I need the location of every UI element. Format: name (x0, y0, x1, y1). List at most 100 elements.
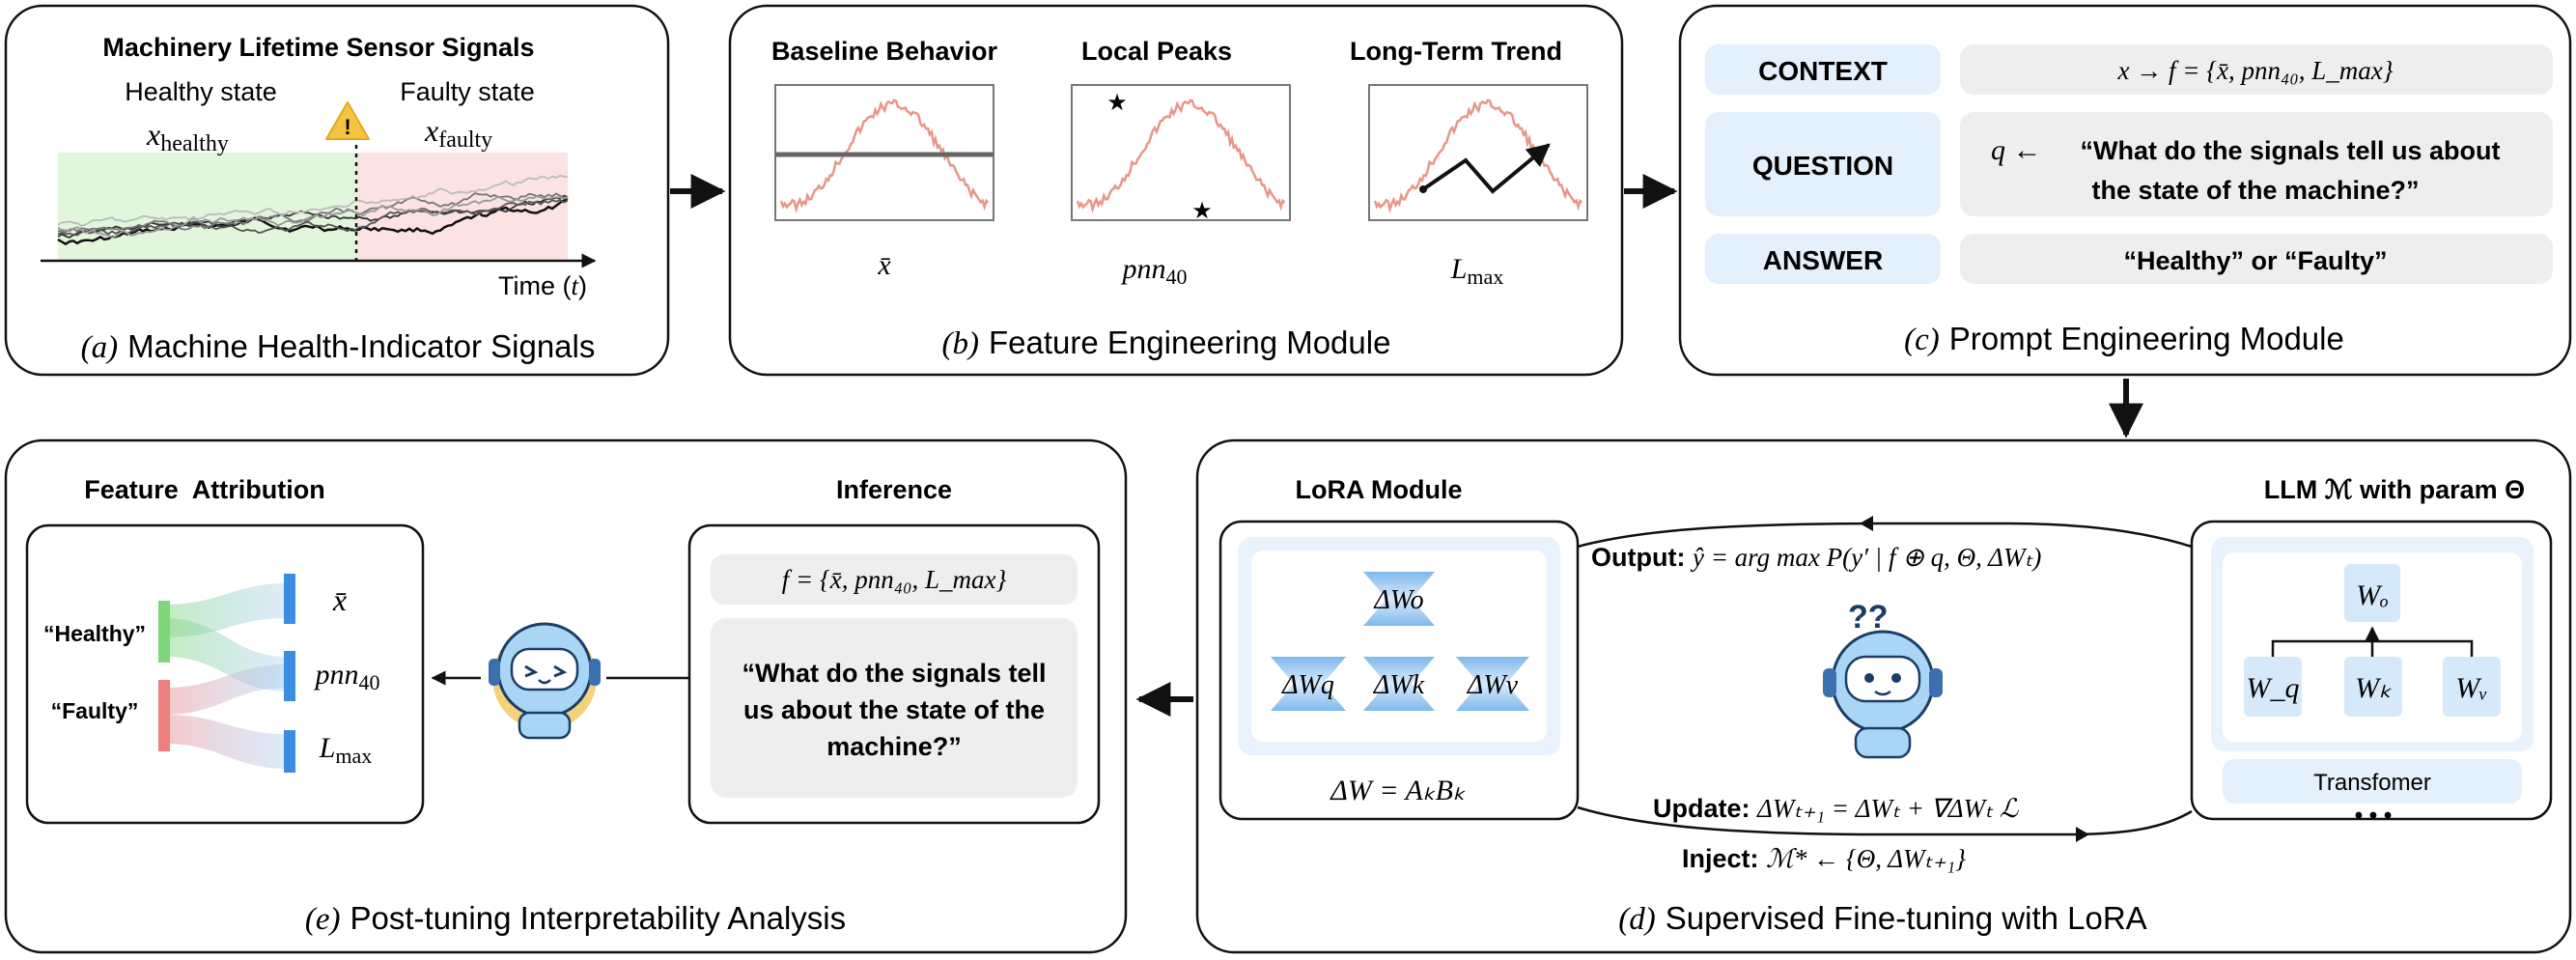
baseline-signal (779, 99, 990, 214)
w-k-label: Wₖ (2355, 672, 2392, 704)
question-var: q ← (1991, 134, 2042, 166)
answer-label: ANSWER (1763, 245, 1883, 275)
inference-question-line-1: “What do the signals tell (742, 659, 1046, 688)
peak-star-icon: ★ (1106, 90, 1128, 116)
answer-label-box (1705, 234, 1941, 284)
sensor-trace (57, 192, 569, 234)
pnn40-node-bar (284, 651, 295, 701)
faulty-node-bar (158, 680, 170, 751)
w-v-node (2443, 657, 2501, 717)
robot-happy-icon (489, 622, 601, 740)
faulty-state-label: Faulty state (400, 77, 535, 106)
transformer-label: Transfomer (2313, 770, 2431, 796)
question-label-box (1705, 112, 1941, 216)
question-box (711, 618, 1078, 798)
output-formula: Output: ŷ = arg max P(y′ | f ⊕ q, Θ, ΔWₜ… (1591, 543, 2041, 572)
trend-plot-frame (1368, 84, 1588, 221)
panel-c: CONTEXT x → f = {x̄, pnn₄₀, L_max} QUEST… (1678, 4, 2572, 377)
sensor-trace (57, 195, 569, 239)
context-content: x → f = {x̄, pnn₄₀, L_max} (2116, 56, 2393, 85)
sensor-trace (57, 197, 569, 246)
panel-a-caption: (a) Machine Health-Indicator Signals (81, 328, 596, 365)
peaks-signal (1076, 99, 1286, 214)
faulty-node-label: “Faulty” (51, 698, 139, 723)
feature-title-trend: Long-Term Trend (1350, 37, 1562, 66)
robot-mascot-icon: ?? (1823, 599, 1943, 759)
delta-wo-block: ΔWo (1363, 572, 1435, 626)
faulty-flow-2 (164, 715, 288, 769)
inference-title: Inference (836, 475, 952, 504)
w-q-node (2244, 657, 2302, 717)
context-label-box (1705, 44, 1941, 95)
w-k-node (2344, 657, 2402, 717)
llm-title: LLM ℳ with param Θ (2264, 475, 2525, 504)
feature-title-baseline: Baseline Behavior (771, 37, 998, 66)
panel-a-title: Machinery Lifetime Sensor Signals (102, 33, 534, 62)
context-content-box (1960, 44, 2553, 95)
x-healthy-symbol: xhealthy (146, 117, 229, 156)
svg-text:ΔWo: ΔWo (1373, 585, 1423, 615)
svg-text:??: ?? (1848, 599, 1889, 635)
update-loop-arrow (1577, 805, 2193, 836)
w-q-label: W_q (2247, 672, 2300, 704)
feature-set-text: f = {x̄, pnn₄₀, L_max} (782, 565, 1007, 594)
panel-e: Feature Attribution Inference “Healthy” … (4, 438, 1128, 954)
inject-formula: Inject: ℳ* ← {Θ, ΔWₜ₊₁} (1682, 844, 1966, 873)
peaks-plot-frame (1071, 84, 1291, 221)
symbol-xbar: x̄ (877, 249, 891, 281)
inference-question-line-3: machine?” (826, 732, 962, 761)
question-content-line-1: “What do the signals tell us about (2080, 136, 2500, 165)
svg-text:ΔWk: ΔWk (1373, 670, 1425, 700)
update-formula: Update: ΔWₜ₊₁ = ΔWₜ + ∇ΔWₜ ℒ (1653, 794, 2019, 823)
panel-c-caption: (c) Prompt Engineering Module (1904, 321, 2344, 357)
svg-text:ΔWq: ΔWq (1281, 670, 1334, 700)
context-label: CONTEXT (1758, 56, 1888, 86)
healthy-node-bar (158, 601, 170, 663)
delta-wk-block: ΔWk (1363, 657, 1435, 711)
panel-b: Baseline Behavior Local Peaks Long-Term … (728, 4, 1624, 377)
faulty-flow-1 (164, 664, 288, 715)
question-content-box (1960, 112, 2553, 216)
symbol-pnn40: pnn40 (1121, 253, 1188, 289)
answer-content-box (1960, 234, 2553, 284)
delta-wv-block: ΔWv (1456, 657, 1529, 711)
w-tree-connector (2271, 628, 2474, 657)
w-o-label: Wₒ (2356, 579, 2389, 611)
lora-module-title: LoRA Module (1296, 475, 1463, 504)
feature-title-peaks: Local Peaks (1081, 37, 1232, 66)
layer-dots: • • • (2355, 803, 2393, 829)
answer-content: “Healthy” or “Faulty” (2123, 246, 2387, 275)
lmax-node-bar (284, 730, 295, 773)
w-o-node (2344, 564, 2400, 622)
panel-e-caption: (e) Post-tuning Interpretability Analysis (305, 900, 846, 937)
panel-d: LoRA Module LLM ℳ with param Θ ΔWo ΔWq Δ… (1195, 438, 2572, 954)
symbol-lmax: Lmax (1450, 253, 1504, 289)
panel-d-caption: (d) Supervised Fine-tuning with LoRA (1618, 900, 2146, 937)
healthy-node-label: “Healthy” (43, 621, 146, 646)
delta-wq-block: ΔWq (1271, 657, 1346, 711)
output-arrow-head (1860, 516, 1873, 531)
svg-text:ΔWv: ΔWv (1467, 670, 1519, 700)
trough-star-icon: ★ (1191, 198, 1213, 224)
question-label: QUESTION (1752, 151, 1893, 181)
pnn40-node-label: pnn40 (314, 659, 380, 694)
svg-text:!: ! (344, 115, 350, 139)
healthy-state-label: Healthy state (125, 77, 277, 106)
attribution-box (25, 523, 425, 825)
inference-question-line-2: us about the state of the (743, 695, 1045, 724)
w-v-label: Wᵥ (2455, 672, 2487, 704)
warning-icon: ! (325, 101, 370, 140)
feature-attribution-title: Feature Attribution (84, 475, 325, 504)
xbar-node-bar (284, 574, 295, 624)
xbar-node-label: x̄ (332, 582, 347, 617)
feature-set-box (711, 554, 1078, 605)
panel-a: Machinery Lifetime Sensor Signals Health… (4, 4, 670, 377)
lmax-node-label: Lmax (319, 732, 373, 768)
question-content-line-2: the state of the machine?” (2091, 176, 2419, 205)
healthy-region (58, 153, 357, 261)
time-axis-label: Time (t) (498, 271, 587, 300)
delta-w-formula: ΔW = AₖBₖ (1330, 775, 1466, 806)
panel-b-caption: (b) Feature Engineering Module (942, 325, 1391, 361)
trend-arrow (1421, 143, 1551, 194)
trend-start-dot (1419, 185, 1427, 193)
